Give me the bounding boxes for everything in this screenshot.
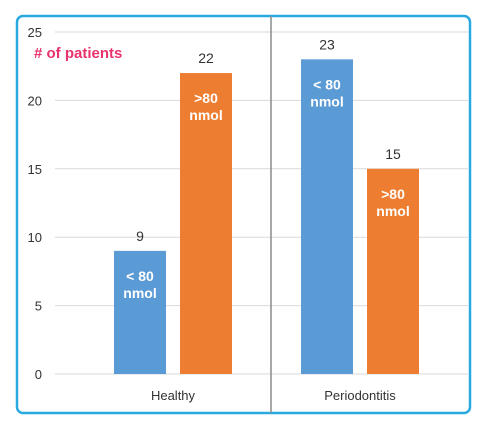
y-tick-label: 5 bbox=[35, 299, 42, 314]
bar-value-label: 22 bbox=[198, 50, 214, 66]
x-category-label: Periodontitis bbox=[324, 388, 396, 403]
y-tick-label: 0 bbox=[35, 367, 42, 382]
y-tick-label: 10 bbox=[28, 230, 42, 245]
x-category-label: Healthy bbox=[151, 388, 196, 403]
bar-inside-label: < 80 bbox=[313, 76, 341, 92]
bar-value-label: 9 bbox=[136, 228, 144, 244]
bar-over-80-healthy bbox=[180, 73, 232, 374]
y-tick-label: 25 bbox=[28, 25, 42, 40]
bar-inside-label: nmol bbox=[376, 203, 409, 219]
bar-over-80-periodontitis bbox=[367, 168, 419, 374]
bar-under-80-periodontitis bbox=[301, 59, 353, 375]
bar-inside-label: >80 bbox=[194, 90, 218, 106]
y-axis-label: # of patients bbox=[34, 45, 122, 62]
bar-under-80-healthy bbox=[114, 250, 166, 374]
y-tick-label: 15 bbox=[28, 162, 42, 177]
bar-inside-label: nmol bbox=[310, 93, 343, 109]
bar-inside-label: < 80 bbox=[126, 268, 154, 284]
y-tick-label: 20 bbox=[28, 93, 42, 108]
bar-inside-label: nmol bbox=[189, 107, 222, 123]
bar-value-label: 23 bbox=[319, 36, 335, 52]
bar-inside-label: >80 bbox=[381, 186, 405, 202]
bar-inside-label: nmol bbox=[123, 285, 156, 301]
bar-value-label: 15 bbox=[385, 146, 401, 162]
